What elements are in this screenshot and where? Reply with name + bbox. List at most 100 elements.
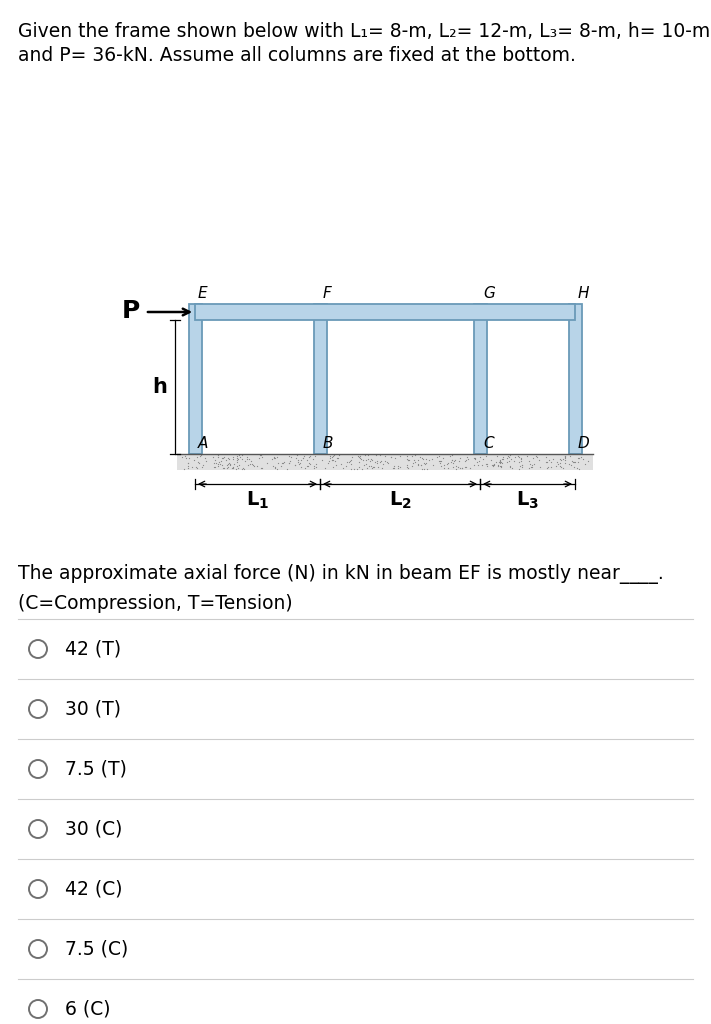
Point (541, 460, 552, 476)
Point (367, 460, 378, 476)
Point (417, 461, 428, 477)
Point (498, 451, 509, 467)
Point (420, 455, 432, 471)
Point (231, 447, 242, 464)
Point (368, 459, 380, 475)
Point (551, 454, 562, 470)
Point (404, 452, 415, 468)
Point (341, 458, 352, 474)
Point (394, 459, 405, 475)
Point (496, 455, 508, 471)
Point (297, 450, 309, 466)
Point (231, 450, 242, 466)
Point (363, 447, 374, 464)
Text: G: G (483, 286, 495, 301)
Point (505, 460, 516, 476)
Point (375, 454, 386, 470)
Point (196, 459, 208, 475)
Point (579, 456, 591, 472)
Point (575, 449, 587, 465)
Point (345, 453, 356, 469)
Text: H: H (578, 286, 589, 301)
Point (572, 454, 584, 470)
Point (497, 451, 508, 467)
Point (215, 454, 227, 470)
Point (492, 458, 503, 474)
Point (292, 454, 304, 470)
Point (559, 447, 570, 464)
Point (304, 456, 316, 472)
Point (409, 446, 420, 463)
Point (490, 454, 501, 470)
Text: 7.5 (T): 7.5 (T) (65, 760, 127, 778)
Point (380, 453, 391, 469)
Point (255, 447, 266, 464)
Point (297, 450, 309, 466)
Point (506, 460, 518, 476)
Point (343, 454, 355, 470)
Point (547, 451, 559, 467)
Point (402, 449, 413, 465)
Point (357, 452, 368, 468)
Point (450, 458, 461, 474)
Point (530, 449, 542, 465)
Point (427, 451, 438, 467)
Point (456, 460, 467, 476)
Point (434, 455, 446, 471)
Point (229, 457, 240, 473)
Point (525, 459, 536, 475)
Point (247, 457, 259, 473)
Point (240, 453, 251, 469)
Point (445, 454, 456, 470)
Point (423, 453, 434, 469)
Point (555, 455, 566, 471)
Point (505, 451, 516, 467)
Point (493, 454, 505, 470)
Point (181, 450, 192, 466)
Point (559, 450, 570, 466)
Point (392, 460, 404, 476)
Point (360, 456, 372, 472)
Point (376, 460, 387, 476)
Point (527, 457, 538, 473)
Point (299, 460, 311, 476)
Point (293, 456, 304, 472)
Point (452, 459, 464, 475)
Point (324, 450, 336, 466)
Point (183, 450, 195, 466)
Point (412, 457, 423, 473)
Point (358, 457, 370, 473)
Point (371, 455, 383, 471)
Point (377, 456, 388, 472)
Point (402, 460, 413, 476)
Point (237, 446, 248, 463)
Text: E: E (198, 286, 208, 301)
Point (375, 453, 387, 469)
Point (201, 453, 212, 469)
Point (246, 456, 257, 472)
Point (237, 460, 248, 476)
Point (446, 452, 457, 468)
Point (222, 456, 233, 472)
Point (481, 458, 492, 474)
Point (409, 454, 420, 470)
Point (182, 455, 193, 471)
Point (568, 459, 579, 475)
Point (267, 458, 278, 474)
Point (402, 451, 413, 467)
Point (488, 456, 499, 472)
Point (447, 455, 459, 471)
Point (515, 451, 526, 467)
Point (222, 460, 233, 476)
Point (382, 455, 393, 471)
Text: $\mathbf{L_2}$: $\mathbf{L_2}$ (388, 490, 412, 511)
Point (577, 451, 588, 467)
Point (417, 450, 428, 466)
Bar (188, 304, 201, 454)
Point (349, 461, 360, 477)
Point (327, 459, 338, 475)
Text: P: P (122, 299, 140, 323)
Point (308, 451, 319, 467)
Point (208, 459, 220, 475)
Point (524, 456, 535, 472)
